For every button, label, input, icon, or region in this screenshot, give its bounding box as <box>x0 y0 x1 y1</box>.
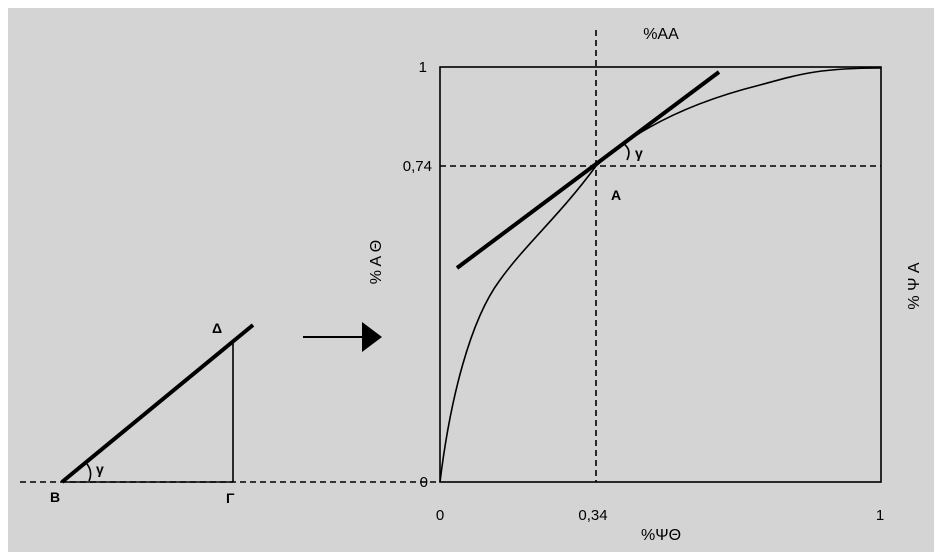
y-tick-0: 0 <box>420 474 428 491</box>
left-axis-title: % A Θ <box>368 240 385 284</box>
y-tick-1: 1 <box>419 59 427 76</box>
x-tick-1: 1 <box>876 507 884 524</box>
angle-gamma-left: γ <box>96 461 104 477</box>
top-axis-title: %AA <box>643 26 679 43</box>
tangent-line <box>455 70 721 270</box>
point-a-label: A <box>611 187 621 203</box>
x-tick-034: 0,34 <box>578 507 607 524</box>
right-arrow-icon <box>303 322 382 352</box>
vertex-gamma-label: Γ <box>226 490 235 506</box>
angle-gamma-right: γ <box>635 145 643 161</box>
x-tick-0: 0 <box>436 507 444 524</box>
left-triangle: γ B Γ Δ <box>20 320 440 506</box>
y-tick-074: 0,74 <box>403 158 432 175</box>
right-chart: γ A %AA %ΨΘ % A Θ % Ψ A 1 0,74 0 0 0,34 … <box>368 26 923 544</box>
chart-frame <box>439 66 882 483</box>
diagram-canvas <box>8 8 934 552</box>
curve-line <box>439 67 882 483</box>
bottom-axis-title: %ΨΘ <box>641 527 681 544</box>
vertex-b-label: B <box>50 489 60 505</box>
right-axis-title: % Ψ A <box>906 262 923 309</box>
angle-arc-right <box>623 143 630 161</box>
vertex-delta-label: Δ <box>212 320 222 336</box>
hypotenuse-line <box>60 323 255 484</box>
angle-arc-left <box>86 463 92 482</box>
